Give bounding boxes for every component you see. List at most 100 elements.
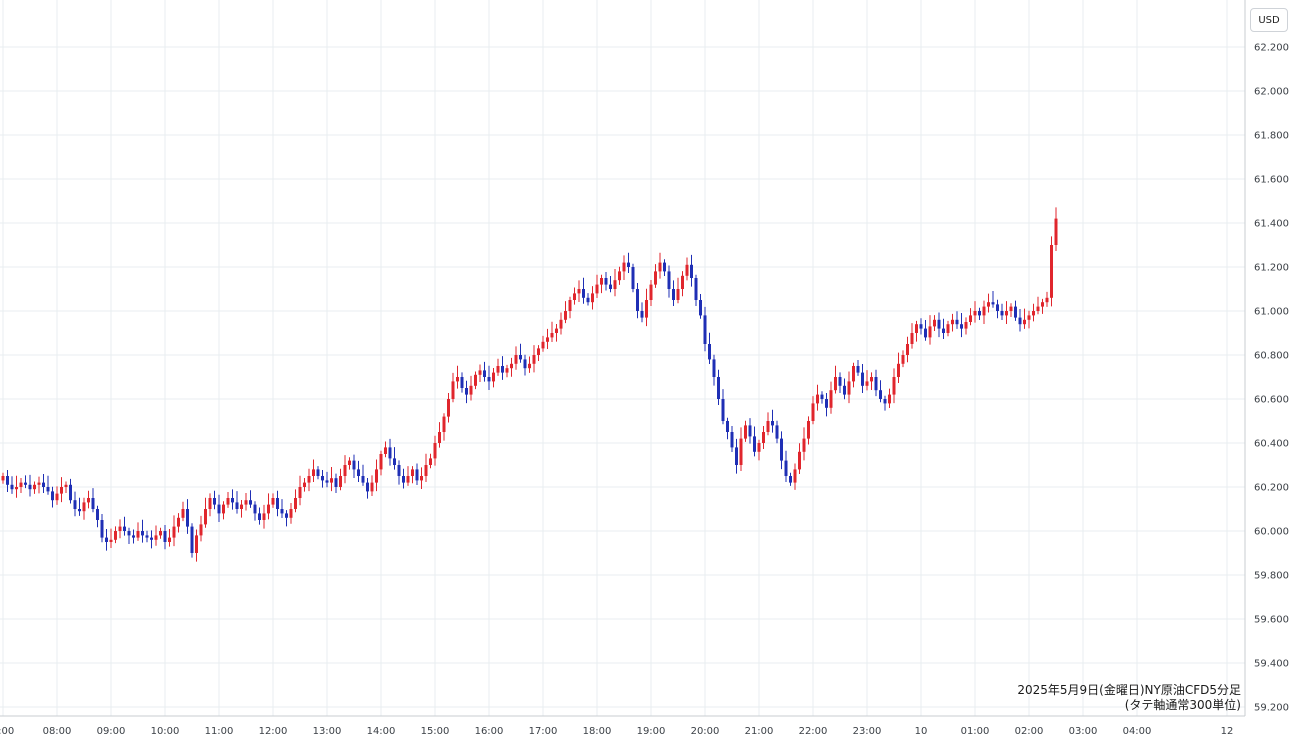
candle	[775, 420, 779, 444]
candle-body	[753, 436, 756, 452]
candle-body	[316, 469, 320, 476]
candle	[316, 466, 320, 480]
candle-body	[528, 363, 531, 369]
candle-body	[496, 366, 500, 373]
candle	[303, 477, 306, 492]
candle	[150, 530, 153, 549]
candle	[37, 476, 41, 494]
candle-body	[829, 390, 833, 408]
candle	[474, 371, 477, 390]
candle-body	[330, 478, 333, 483]
candle-body	[924, 328, 927, 338]
candle	[528, 356, 531, 373]
price-tick-label: 60.600	[1254, 395, 1289, 406]
time-tick-label: 22:00	[799, 726, 828, 737]
candle-body	[285, 513, 288, 518]
price-tick-label: 59.600	[1254, 615, 1289, 626]
candle	[33, 481, 36, 494]
candle	[28, 474, 32, 497]
candle	[586, 293, 590, 306]
candle-body	[348, 460, 351, 465]
candle	[577, 280, 581, 302]
candle-body	[64, 484, 68, 487]
currency-selector[interactable]: USD	[1250, 8, 1288, 32]
candle-body	[483, 370, 486, 377]
candle	[514, 346, 518, 370]
candle	[951, 313, 954, 332]
candle	[892, 368, 896, 404]
candle-body	[694, 278, 698, 300]
candle	[267, 493, 270, 520]
candle	[744, 420, 747, 442]
candle-body	[577, 289, 581, 294]
candle-body	[793, 469, 797, 483]
candle	[375, 459, 378, 492]
candle-body	[820, 394, 824, 399]
candle	[897, 352, 900, 383]
candle-body	[649, 284, 653, 300]
candle	[573, 287, 576, 305]
candle	[451, 372, 455, 403]
candle	[487, 365, 491, 390]
candle-body	[685, 264, 689, 276]
candle	[154, 525, 158, 546]
candle	[1009, 303, 1013, 317]
candle	[582, 277, 585, 304]
candle	[978, 307, 981, 321]
candle-body	[42, 482, 45, 487]
candle	[879, 380, 882, 403]
candle-body	[654, 271, 657, 285]
candle	[888, 388, 891, 409]
candle	[663, 259, 666, 277]
price-tick-label: 61.600	[1254, 175, 1289, 186]
candle	[343, 455, 347, 484]
candle-body	[271, 498, 275, 505]
candle-body	[456, 377, 459, 382]
candle-body	[442, 416, 446, 432]
candle-body	[834, 377, 837, 391]
candle-body	[789, 476, 792, 483]
candle-body	[928, 326, 932, 338]
candle-body	[51, 491, 54, 501]
candle	[550, 321, 554, 343]
candle-body	[487, 377, 491, 382]
candle	[802, 427, 806, 461]
candle-body	[708, 344, 711, 360]
candle	[901, 350, 905, 368]
candle	[447, 393, 450, 423]
candle-body	[460, 377, 464, 388]
candle	[114, 526, 117, 544]
candle-body	[307, 476, 311, 483]
time-tick-label: 04:00	[1123, 726, 1152, 737]
candle-body	[969, 315, 972, 322]
candle-body	[906, 344, 909, 355]
candle-body	[447, 399, 450, 417]
candle	[339, 468, 342, 491]
price-tick-label: 62.200	[1254, 43, 1289, 54]
candle	[618, 266, 621, 285]
candle	[825, 393, 828, 417]
candle-body	[91, 498, 95, 509]
candle-body	[802, 438, 806, 452]
candle-body	[78, 509, 81, 512]
candle-body	[339, 476, 342, 487]
candle-body	[1045, 297, 1049, 303]
candle	[469, 375, 473, 401]
candle	[222, 501, 225, 520]
price-tick-label: 61.000	[1254, 307, 1289, 318]
candle	[51, 486, 54, 508]
candle	[874, 369, 878, 397]
candle-body	[105, 537, 108, 542]
time-tick-label: 08:00	[43, 726, 72, 737]
candle	[960, 312, 963, 338]
time-tick-label: 10	[915, 726, 928, 737]
time-axis: 7:00 08:00 09:00 10:00 11:00 12:00 13:00 14:00 1…	[0, 726, 1233, 737]
candle-body	[492, 372, 495, 382]
candle	[226, 492, 230, 508]
candle-body	[204, 509, 207, 525]
price-tick-label: 60.800	[1254, 351, 1289, 362]
candle-body	[82, 502, 86, 512]
candle	[330, 466, 333, 492]
candle	[208, 493, 212, 517]
candle-body	[897, 363, 900, 377]
